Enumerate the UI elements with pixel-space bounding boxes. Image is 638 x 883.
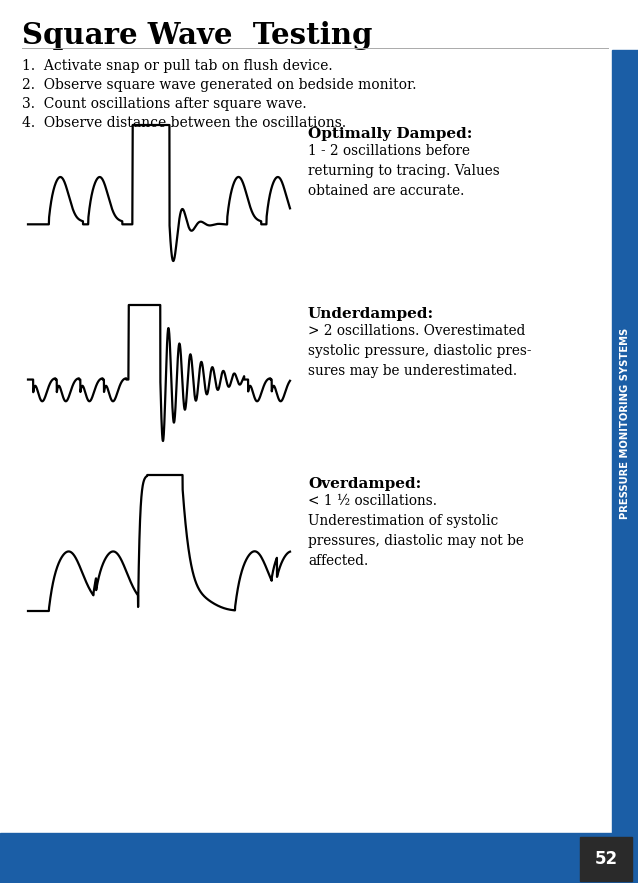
Text: Square Wave  Testing: Square Wave Testing (22, 21, 373, 50)
Text: 3.  Count oscillations after square wave.: 3. Count oscillations after square wave. (22, 97, 307, 111)
Text: Optimally Damped:: Optimally Damped: (308, 127, 472, 141)
Text: < 1 ½ oscillations.
Underestimation of systolic
pressures, diastolic may not be
: < 1 ½ oscillations. Underestimation of s… (308, 494, 524, 568)
Text: 52: 52 (595, 850, 618, 868)
Bar (612, 50, 638, 833)
Text: 2.  Observe square wave generated on bedside monitor.: 2. Observe square wave generated on beds… (22, 78, 417, 92)
Text: 1 - 2 oscillations before
returning to tracing. Values
obtained are accurate.: 1 - 2 oscillations before returning to t… (308, 144, 500, 198)
Text: Overdamped:: Overdamped: (308, 477, 421, 491)
Bar (580, 837, 632, 881)
Bar (0, 833, 638, 883)
Text: > 2 oscillations. Overestimated
systolic pressure, diastolic pres-
sures may be : > 2 oscillations. Overestimated systolic… (308, 324, 531, 378)
Text: Underdamped:: Underdamped: (308, 307, 434, 321)
Text: PRESSURE MONITORING SYSTEMS: PRESSURE MONITORING SYSTEMS (620, 328, 630, 518)
Text: 4.  Observe distance between the oscillations.: 4. Observe distance between the oscillat… (22, 116, 346, 130)
Text: 1.  Activate snap or pull tab on flush device.: 1. Activate snap or pull tab on flush de… (22, 59, 332, 73)
